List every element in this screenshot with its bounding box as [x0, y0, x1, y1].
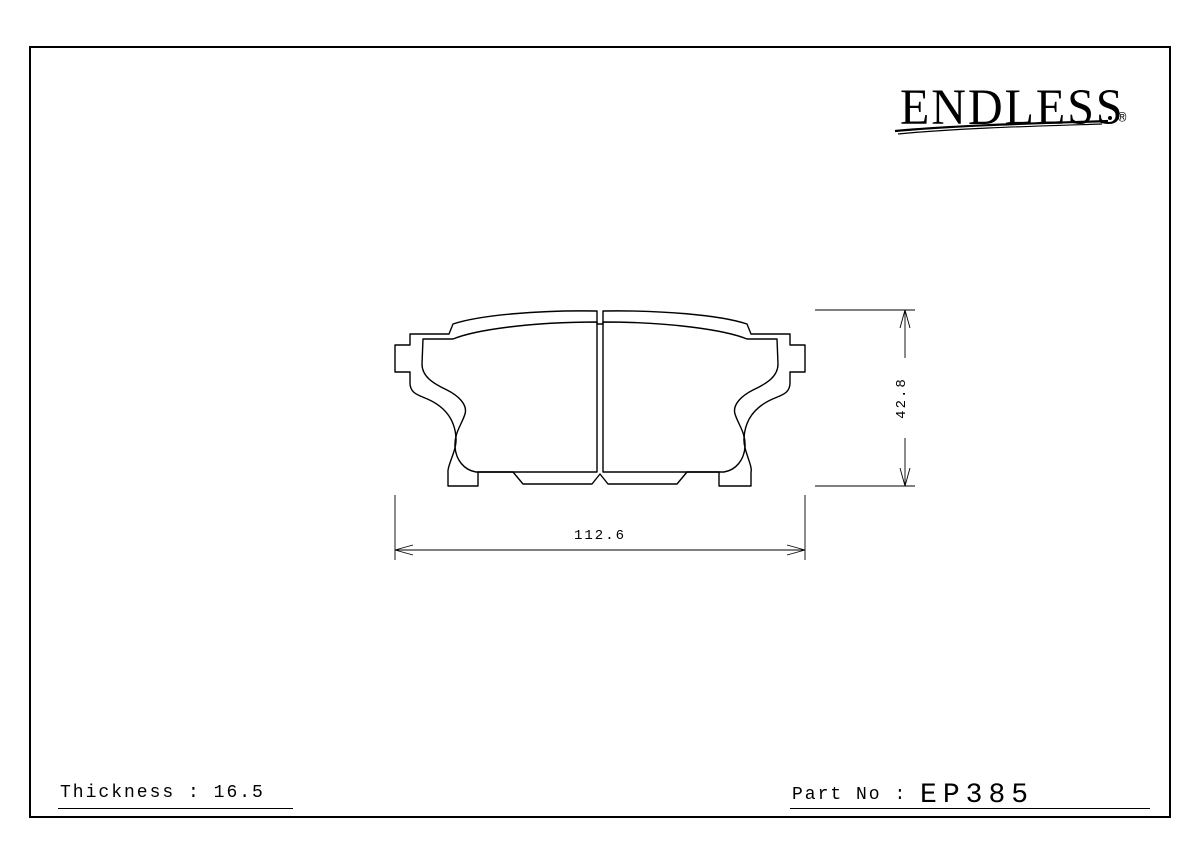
- drawing-canvas: ENDLESS ®: [0, 0, 1200, 848]
- thickness-value: 16.5: [214, 783, 265, 803]
- height-value: 42.8: [894, 358, 910, 438]
- partno-value: EP385: [920, 780, 1034, 811]
- width-value: 112.6: [560, 528, 640, 544]
- partno-label: Part No: [792, 785, 882, 805]
- thickness-label-row: Thickness : 16.5: [60, 783, 265, 803]
- thickness-label: Thickness: [60, 783, 175, 803]
- partno-sep: :: [894, 785, 920, 805]
- partno-underline: [790, 808, 1150, 809]
- partno-label-row: Part No : EP385: [792, 780, 1034, 811]
- thickness-sep: :: [188, 783, 214, 803]
- thickness-underline: [58, 808, 293, 809]
- dimension-svg: [0, 0, 1200, 848]
